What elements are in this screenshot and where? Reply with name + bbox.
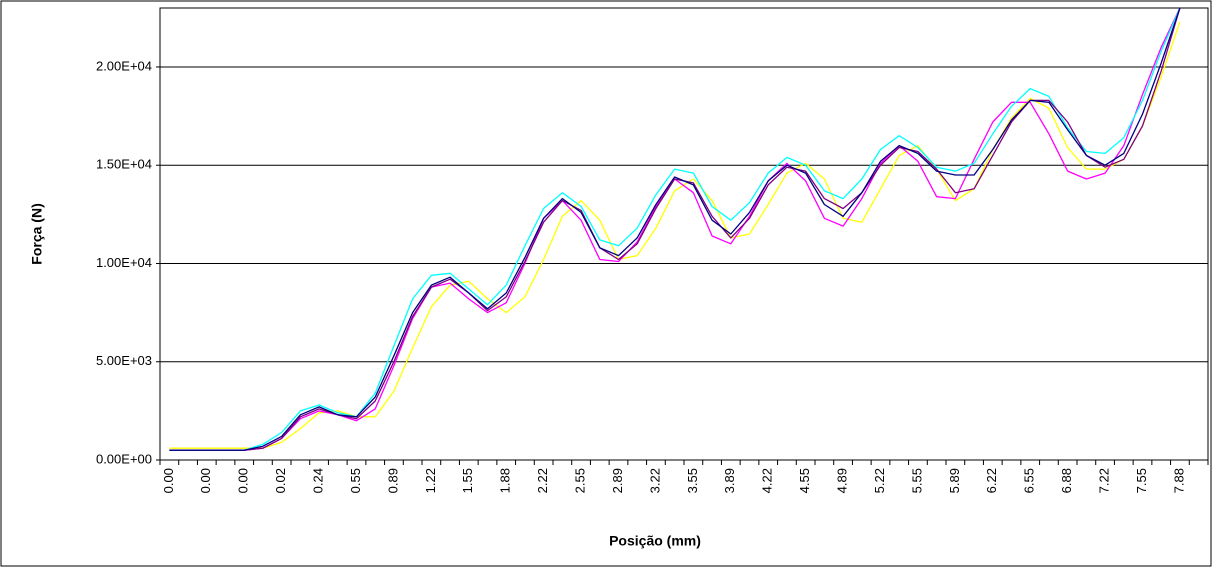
- x-tick-label: 3.55: [685, 468, 700, 493]
- y-tick-label: 1.50E+04: [96, 157, 152, 172]
- x-tick-label: 0.00: [236, 468, 251, 493]
- y-tick-label: 2.00E+04: [96, 58, 152, 73]
- series-group: [169, 8, 1181, 451]
- x-tick-label: 1.22: [423, 468, 438, 493]
- y-axis-title: Força (N): [29, 203, 45, 264]
- x-tick-label: 1.88: [498, 468, 513, 493]
- x-tick-label: 2.89: [610, 468, 625, 493]
- x-tick-label: 7.55: [1134, 468, 1149, 493]
- x-tick-label: 0.02: [273, 468, 288, 493]
- x-tick-label: 7.22: [1097, 468, 1112, 493]
- x-tick-label: 4.22: [760, 468, 775, 493]
- x-tick-label: 5.55: [909, 468, 924, 493]
- x-tick-label: 2.22: [535, 468, 550, 493]
- series-line: [169, 21, 1181, 449]
- x-tick-label: 3.22: [647, 468, 662, 493]
- x-tick-label: 6.88: [1059, 468, 1074, 493]
- x-tick-label: 6.22: [984, 468, 999, 493]
- x-tick-label: 5.22: [872, 468, 887, 493]
- x-tick-label: 0.24: [311, 468, 326, 493]
- x-tick-label: 5.89: [947, 468, 962, 493]
- x-tick-label: 4.89: [835, 468, 850, 493]
- series-line: [169, 8, 1181, 451]
- y-tick-label: 0.00E+00: [96, 451, 152, 466]
- y-tick-label: 1.00E+04: [96, 255, 152, 270]
- x-tick-label: 1.55: [460, 468, 475, 493]
- x-tick-label: 0.55: [348, 468, 363, 493]
- x-tick-label: 2.55: [573, 468, 588, 493]
- x-tick-label: 4.55: [797, 468, 812, 493]
- x-tick-label: 7.88: [1171, 468, 1186, 493]
- x-tick-label: 0.00: [161, 468, 176, 493]
- series-line: [169, 8, 1181, 451]
- y-tick-label: 5.00E+03: [96, 353, 152, 368]
- x-axis-title: Posição (mm): [609, 533, 701, 549]
- x-tick-label: 3.89: [722, 468, 737, 493]
- x-tick-label: 0.89: [385, 468, 400, 493]
- x-tick-label: 6.55: [1022, 468, 1037, 493]
- x-tick-label: 0.00: [198, 468, 213, 493]
